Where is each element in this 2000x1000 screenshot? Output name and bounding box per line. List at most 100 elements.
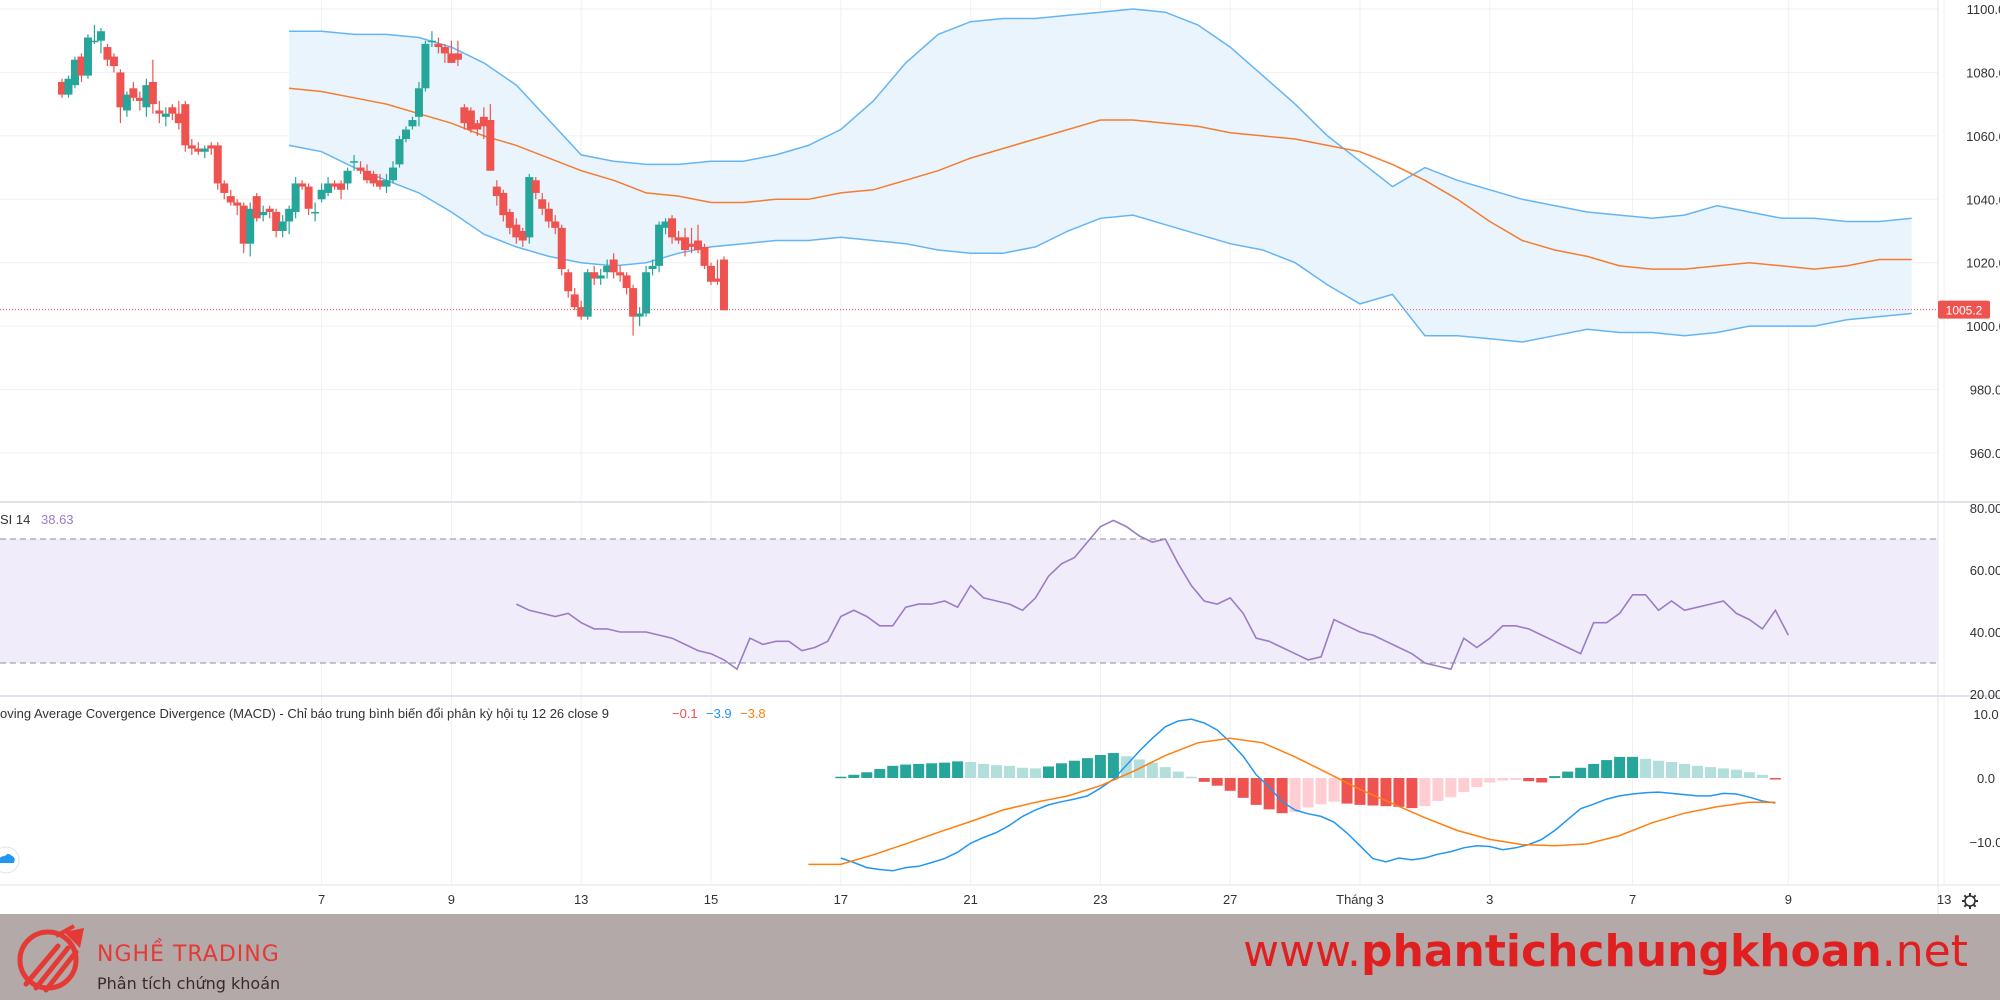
candle <box>512 224 521 238</box>
time-axis-label: 23 <box>1093 892 1107 907</box>
site-prefix: www. <box>1243 926 1362 977</box>
time-axis-label: 3 <box>1486 892 1493 907</box>
candle <box>616 272 625 276</box>
rsi-axis-label: 60.00 <box>1970 563 2000 578</box>
candle <box>564 272 573 292</box>
candle <box>70 59 79 86</box>
cloud-sync-icon[interactable] <box>0 846 20 874</box>
rsi-title: SI 14 <box>0 512 30 527</box>
macd-histogram-bar <box>1614 756 1626 778</box>
candle <box>492 186 501 197</box>
price-axis-label: 960.0 <box>1970 446 2000 461</box>
candle <box>707 265 715 282</box>
time-axis-label: 9 <box>1785 892 1792 907</box>
macd-histogram-bar <box>1055 763 1067 778</box>
candle <box>96 31 105 41</box>
candle <box>239 205 248 244</box>
rsi-value: 38.63 <box>41 512 74 527</box>
bollinger-band-fill <box>289 9 1912 342</box>
macd-histogram-bar <box>1004 765 1016 778</box>
macd-histogram-bar <box>1406 778 1418 809</box>
macd-histogram-bar <box>926 763 938 778</box>
macd-histogram-bar <box>1562 771 1574 778</box>
macd-histogram-bar <box>1146 762 1158 778</box>
chart-area[interactable]: 1005.2 960.0 980.0 1000.0 1020.0 1040.0 1060.0… <box>0 0 2000 914</box>
price-axis-label: 1000.0 <box>1966 319 2000 334</box>
macd-value: −3.8 <box>740 706 766 721</box>
rsi-axis-label: 80.00 <box>1970 501 2000 516</box>
macd-histogram-bar <box>1743 772 1755 778</box>
chart-svg[interactable]: 1005.2 960.0 980.0 1000.0 1020.0 1040.0 1060.0… <box>0 0 2000 914</box>
candle <box>648 265 657 270</box>
candle <box>661 221 670 228</box>
candle <box>376 180 385 187</box>
price-axis-label: 1100.0 <box>1967 2 2000 17</box>
price-axis-label: 1080.0 <box>1966 65 2000 80</box>
macd-histogram-bar <box>1042 766 1054 778</box>
website-link[interactable]: www.phantichchungkhoan.net <box>1243 926 1968 977</box>
candle <box>83 37 92 76</box>
candle <box>622 275 631 289</box>
macd-histogram-bar <box>1756 774 1768 778</box>
candle <box>447 53 456 63</box>
time-axis-label: 27 <box>1223 892 1237 907</box>
macd-histogram-bar <box>874 769 886 778</box>
gear-icon-ring <box>1964 895 1976 907</box>
candle <box>687 243 696 247</box>
macd-histogram-bar <box>1302 778 1314 808</box>
candle <box>90 40 99 43</box>
candle <box>460 107 469 124</box>
candle <box>479 116 488 127</box>
cloud-sync-icon-shape <box>0 854 15 863</box>
footer-banner: NGHỀ TRADING Phân tích chứng khoán www.p… <box>0 914 2000 1000</box>
macd-histogram-bar <box>1367 778 1379 806</box>
macd-histogram-bar <box>861 772 873 778</box>
macd-title: oving Average Covergence Divergence (MAC… <box>0 706 609 721</box>
macd-histogram-bar <box>939 762 951 778</box>
candle <box>668 218 677 238</box>
macd-histogram-bar <box>1172 771 1184 778</box>
time-axis-label: 15 <box>704 892 718 907</box>
macd-histogram-bar <box>965 762 977 778</box>
trading-logo-icon <box>17 924 84 993</box>
macd-histogram-bar <box>900 764 912 778</box>
time-axis-label: 17 <box>834 892 848 907</box>
candle <box>291 183 300 212</box>
macd-histogram-bar <box>1666 762 1678 778</box>
gear-icon[interactable] <box>1962 893 1978 909</box>
candle <box>304 186 313 209</box>
macd-histogram-bar <box>1717 768 1729 778</box>
signal-line <box>808 737 1776 866</box>
rsi-axis-label: 20.00 <box>1970 687 2000 702</box>
candle <box>453 53 462 60</box>
price-axis-label: 980.0 <box>1970 383 2000 398</box>
candle <box>168 107 177 114</box>
candle <box>122 94 131 111</box>
macd-axis-label: 0.0 <box>1977 771 1995 786</box>
candle <box>538 199 547 209</box>
candle <box>629 288 638 317</box>
candle <box>200 148 209 152</box>
macd-histogram-bar <box>1250 778 1262 805</box>
site-main: phantichchungkhoan <box>1361 926 1882 977</box>
candle <box>570 294 579 308</box>
candle <box>252 196 261 219</box>
macd-histogram-bar <box>1730 769 1742 778</box>
candle <box>557 227 566 270</box>
candle <box>700 246 709 266</box>
macd-histogram-bar <box>1497 778 1509 781</box>
candle <box>577 307 586 317</box>
candle <box>719 259 728 311</box>
rsi-line <box>515 519 1790 671</box>
candle <box>388 167 397 181</box>
candle <box>421 43 430 89</box>
candle <box>174 113 183 124</box>
candle <box>551 221 560 228</box>
macd-histogram-bar <box>952 761 964 778</box>
macd-histogram-bar <box>978 763 990 778</box>
candle <box>590 272 599 279</box>
candle <box>635 313 644 317</box>
macd-histogram-bar <box>991 765 1003 778</box>
macd-line <box>840 718 1776 872</box>
price-axis-label: 1020.0 <box>1966 256 2000 271</box>
